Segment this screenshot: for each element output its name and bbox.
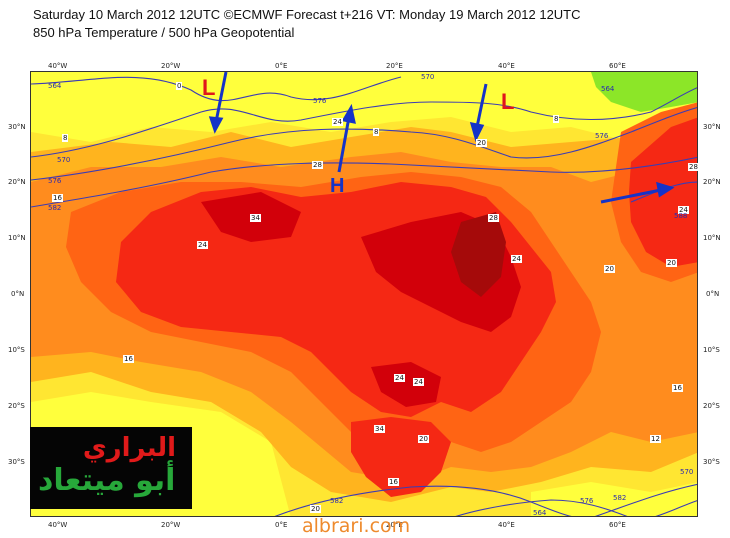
- lon-label-bottom-40w: 40°W: [48, 521, 68, 529]
- lat-label-left-10n: 10°N: [8, 234, 26, 242]
- low-pressure-marker-west: L: [202, 75, 216, 100]
- temperature-label: 16: [672, 384, 683, 392]
- contour-564: [31, 76, 402, 102]
- lat-label-right-30s: 30°S: [703, 458, 720, 466]
- brand-logo: البراري أبو ميتعاد: [30, 427, 192, 509]
- temperature-label: 12: [650, 435, 661, 443]
- wind-arrows: [208, 72, 675, 204]
- lat-label-left-20s: 20°S: [8, 402, 25, 410]
- temperature-label: 24: [413, 378, 424, 386]
- field-maroon: [451, 212, 506, 297]
- temperature-label: 34: [250, 214, 261, 222]
- contour-label: 576: [48, 177, 62, 185]
- contour-576-south: [455, 499, 628, 516]
- temperature-label: 16: [52, 194, 63, 202]
- temperature-label: 16: [123, 355, 134, 363]
- contour-label: 570: [57, 156, 71, 164]
- lat-label-right-30n: 30°N: [703, 123, 721, 131]
- lon-label-bottom-0e: 0°E: [275, 521, 288, 529]
- temperature-label: 20: [476, 139, 487, 147]
- lat-label-left-0n: 0°N: [11, 290, 25, 298]
- contour-582-south: [274, 485, 572, 516]
- contour-label: 576: [313, 97, 327, 105]
- temperature-label: 8: [62, 134, 69, 142]
- contour-582: [31, 156, 697, 208]
- temperature-label: 24: [332, 118, 343, 126]
- contour-label: 582: [330, 497, 344, 505]
- lat-label-right-10s: 10°S: [703, 346, 720, 354]
- lon-label-top-0e: 0°E: [275, 62, 288, 70]
- lon-label-top-20e: 20°E: [386, 62, 403, 70]
- low-pressure-marker-east: L: [501, 89, 515, 114]
- contour-570: [31, 87, 697, 158]
- temperature-label: 20: [418, 435, 429, 443]
- lon-label-bottom-20w: 20°W: [161, 521, 181, 529]
- temperature-label: 24: [511, 255, 522, 263]
- arrow-high-head: [341, 103, 356, 124]
- contour-label: 576: [595, 132, 609, 140]
- contour-label: 570: [421, 73, 435, 81]
- website-watermark[interactable]: albrari.com: [302, 515, 411, 537]
- contour-570-south: [595, 483, 697, 516]
- temperature-label: 28: [312, 161, 323, 169]
- temperature-label: 16: [388, 478, 399, 486]
- contour-label: 564: [601, 85, 615, 93]
- lat-label-right-20n: 20°N: [703, 178, 721, 186]
- contour-label: 576: [580, 497, 594, 505]
- arrow-east-low-head: [469, 122, 485, 143]
- temperature-label: 8: [373, 128, 380, 136]
- lon-label-top-40w: 40°W: [48, 62, 68, 70]
- geopotential-contours: [31, 76, 697, 516]
- lat-label-left-30n: 30°N: [8, 123, 26, 131]
- lat-label-left-10s: 10°S: [8, 346, 25, 354]
- contour-label: 564: [48, 82, 62, 90]
- contour-label: 570: [680, 468, 694, 476]
- temperature-label: 24: [394, 374, 405, 382]
- arrow-west-low-head: [208, 116, 224, 134]
- temperature-label: 20: [666, 259, 677, 267]
- contour-564-south: [655, 500, 697, 516]
- arrow-arabia: [600, 188, 662, 204]
- field-dark-red-south: [371, 362, 441, 407]
- arrow-arabia-head: [656, 181, 675, 198]
- arrow-east-low: [475, 83, 488, 128]
- field-lemon-north: [31, 72, 697, 142]
- lon-label-top-20w: 20°W: [161, 62, 181, 70]
- lon-label-top-60e: 60°E: [609, 62, 626, 70]
- lat-label-right-20s: 20°S: [703, 402, 720, 410]
- arrow-west-low: [214, 72, 228, 123]
- contour-label: 582: [48, 204, 62, 212]
- field-lemon-sw2: [531, 482, 697, 516]
- temperature-label: 24: [197, 241, 208, 249]
- temperature-label: 28: [488, 214, 499, 222]
- temperature-label: 34: [374, 425, 385, 433]
- temperature-label: 20: [604, 265, 615, 273]
- temperature-label: 0: [176, 82, 183, 90]
- variable-title: 850 hPa Temperature / 500 hPa Geopotenti…: [33, 25, 295, 40]
- contour-label: 582: [613, 494, 627, 502]
- temperature-label: 28: [688, 163, 699, 171]
- lon-label-top-40e: 40°E: [498, 62, 515, 70]
- forecast-title: Saturday 10 March 2012 12UTC ©ECMWF Fore…: [33, 7, 581, 22]
- logo-line-red: البراري: [82, 433, 176, 463]
- contour-label: 564: [533, 509, 547, 517]
- lon-label-bottom-20e: 20°E: [386, 521, 403, 529]
- temperature-label: 24: [678, 206, 689, 214]
- contour-576: [31, 107, 697, 181]
- temperature-label: 20: [310, 505, 321, 513]
- arrow-high: [337, 116, 351, 173]
- lon-label-bottom-60e: 60°E: [609, 521, 626, 529]
- lon-label-bottom-40e: 40°E: [498, 521, 515, 529]
- lat-label-left-30s: 30°S: [8, 458, 25, 466]
- temperature-label: 8: [553, 115, 560, 123]
- lat-label-right-0n: 0°N: [706, 290, 720, 298]
- map-header: Saturday 10 March 2012 12UTC ©ECMWF Fore…: [33, 6, 581, 42]
- high-pressure-marker: H: [330, 175, 345, 197]
- lat-label-left-20n: 20°N: [8, 178, 26, 186]
- contour-label: 588: [674, 212, 688, 220]
- logo-line-green: أبو ميتعاد: [38, 463, 176, 498]
- lat-label-right-10n: 10°N: [703, 234, 721, 242]
